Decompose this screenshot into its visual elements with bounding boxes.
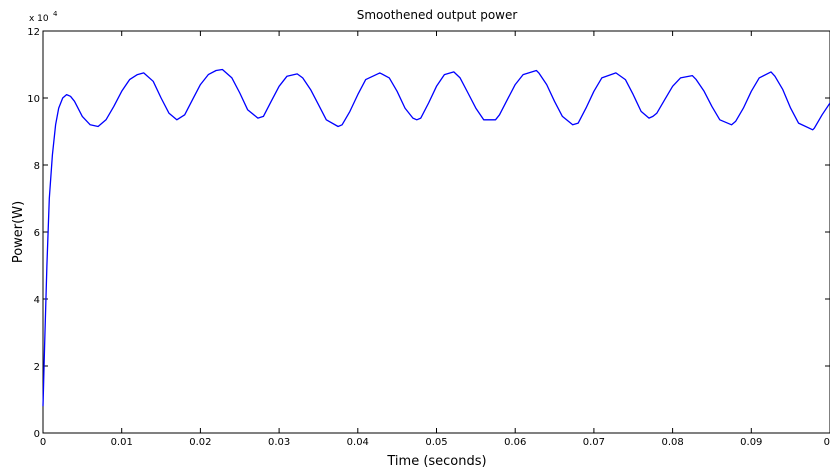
y-tick-label: 2 bbox=[34, 362, 40, 373]
x-tick-label: 0.09 bbox=[740, 437, 762, 448]
y-axis-multiplier: x 10 bbox=[29, 14, 49, 24]
y-tick-label: 10 bbox=[27, 94, 40, 105]
x-tick-label: 0 bbox=[824, 437, 830, 448]
y-tick-label: 4 bbox=[34, 295, 40, 306]
y-tick-label: 0 bbox=[34, 429, 40, 440]
y-tick-label: 8 bbox=[34, 161, 40, 172]
y-axis: 0 2 4 6 8 10 12 bbox=[27, 27, 830, 440]
y-axis-label: Power(W) bbox=[11, 201, 26, 263]
power-series-line bbox=[42, 68, 830, 407]
plot-area bbox=[42, 30, 830, 434]
x-tick-label: 0.06 bbox=[504, 437, 526, 448]
y-tick-label: 12 bbox=[27, 27, 40, 38]
x-axis-label: Time (seconds) bbox=[386, 454, 486, 469]
x-axis: 0 0.01 0.02 0.03 0.04 0.05 0.06 0.07 0.08 0.09 0 bbox=[40, 31, 830, 448]
x-tick-label: 0.02 bbox=[189, 437, 211, 448]
y-axis-multiplier-exponent: 4 bbox=[53, 10, 58, 18]
x-tick-label: 0.01 bbox=[111, 437, 133, 448]
x-tick-label: 0 bbox=[40, 437, 46, 448]
chart-title: Smoothened output power bbox=[357, 8, 518, 22]
y-tick-label: 6 bbox=[34, 228, 40, 239]
x-tick-label: 0.03 bbox=[268, 437, 290, 448]
x-tick-label: 0.08 bbox=[661, 437, 683, 448]
x-tick-label: 0.04 bbox=[347, 437, 369, 448]
x-tick-label: 0.07 bbox=[583, 437, 605, 448]
x-tick-label: 0.05 bbox=[425, 437, 447, 448]
